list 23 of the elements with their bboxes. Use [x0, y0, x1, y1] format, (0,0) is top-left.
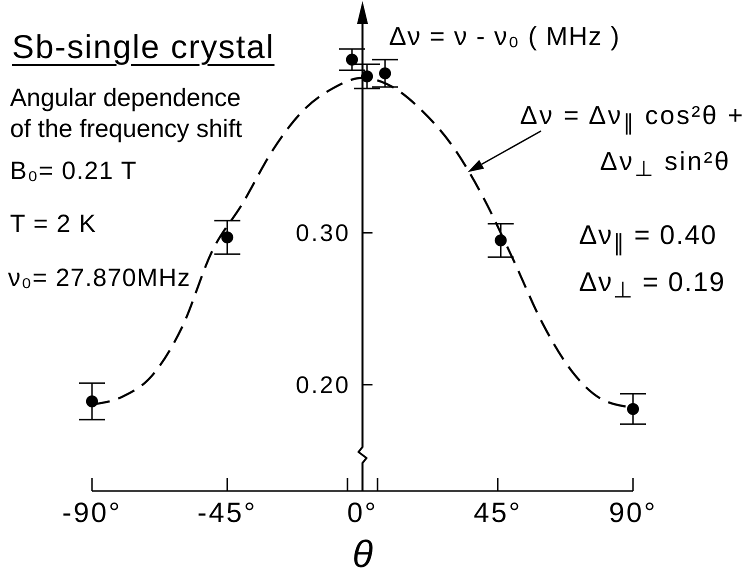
x-tick-label: -45° [197, 497, 258, 528]
point [86, 395, 98, 408]
text: Sb-single crystal [12, 28, 274, 65]
x-tick-label: 45° [474, 497, 522, 528]
annotation: T = 2 K [10, 210, 96, 238]
annotation: ν₀= 27.870MHz [8, 264, 191, 292]
point [221, 231, 234, 244]
y-tick-label: 0.30 [296, 220, 350, 248]
y-tick-label: 0.20 [296, 372, 350, 400]
annotation: Angular dependence of the frequency shift [10, 83, 242, 145]
point [346, 54, 358, 66]
y-axis-title: Δν = ν - ν₀ ( MHz ) [389, 21, 620, 51]
x-tick-label: -90° [62, 497, 122, 528]
annotation: Δν$_{⊥}$ = 0.19 [579, 267, 726, 302]
annotation: Δν = Δν$_{∥}$ cos²θ + Δν$_{⊥}$ sin²θ [520, 99, 745, 184]
x-tick-label: 0° [347, 497, 378, 528]
annotation: B₀= 0.21 T [10, 157, 138, 185]
point [627, 403, 639, 415]
point [494, 234, 507, 246]
x-tick-label: 90° [608, 497, 658, 528]
annotation: Δν$_{∥}$ = 0.40 [579, 220, 718, 256]
x-axis-title: θ [352, 534, 374, 569]
point [379, 67, 392, 80]
